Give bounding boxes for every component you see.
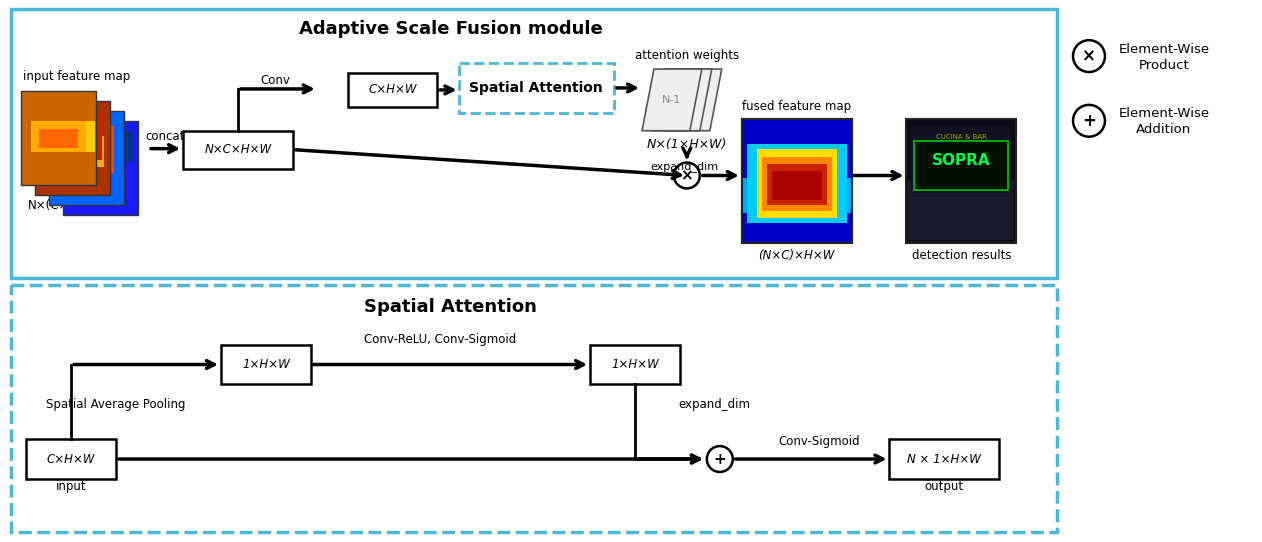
Bar (35, 101, 110, 195)
Text: +: + (713, 451, 726, 467)
Bar (11, 285, 1058, 532)
Text: attention weights: attention weights (635, 49, 740, 62)
Bar (183, 131, 293, 169)
Bar (49, 111, 124, 205)
Bar (909, 180, 1015, 240)
Bar (742, 119, 852, 243)
Bar (32, 121, 86, 152)
Text: Adaptive Scale Fusion module: Adaptive Scale Fusion module (299, 20, 602, 38)
Text: expand_dim: expand_dim (679, 398, 751, 411)
Text: 1: 1 (679, 95, 685, 105)
Text: N×(C×H×W): N×(C×H×W) (28, 199, 105, 212)
Text: +: + (1082, 112, 1095, 130)
Text: C×H×W: C×H×W (369, 83, 416, 96)
Text: Conv: Conv (261, 74, 290, 87)
Polygon shape (663, 69, 722, 131)
Text: Product: Product (1138, 59, 1189, 72)
Text: ×: × (680, 168, 693, 183)
Bar (906, 119, 1016, 243)
Text: SOPRA: SOPRA (931, 153, 991, 168)
Text: 1×H×W: 1×H×W (611, 358, 659, 371)
Text: input: input (56, 480, 87, 493)
Text: Addition: Addition (1136, 123, 1191, 136)
Text: Conv-ReLU, Conv-Sigmoid: Conv-ReLU, Conv-Sigmoid (365, 333, 516, 346)
Bar (911, 127, 1011, 193)
Bar (68, 131, 133, 162)
Text: C×H×W: C×H×W (47, 453, 96, 466)
Bar (59, 126, 114, 172)
Text: Element-Wise: Element-Wise (1118, 43, 1209, 56)
Text: CUCINA & BAR: CUCINA & BAR (936, 134, 987, 140)
Bar (757, 149, 837, 218)
Bar (459, 63, 615, 113)
Text: output: output (925, 480, 964, 493)
Text: (N×C)×H×W: (N×C)×H×W (758, 249, 835, 262)
Bar (591, 345, 680, 384)
Bar (69, 136, 105, 166)
Polygon shape (652, 69, 712, 131)
Text: Spatial Attention: Spatial Attention (469, 81, 603, 95)
Bar (63, 121, 138, 215)
Text: input feature map: input feature map (23, 70, 130, 83)
Text: detection results: detection results (911, 249, 1011, 262)
Bar (742, 119, 852, 243)
Text: ×: × (1082, 47, 1095, 65)
Text: N×(1×H×W): N×(1×H×W) (646, 138, 727, 151)
Text: expand_dim: expand_dim (651, 161, 719, 172)
Bar (915, 141, 1008, 190)
Text: N × 1×H×W: N × 1×H×W (907, 453, 982, 466)
Text: ···: ··· (671, 92, 683, 105)
Text: concat: concat (145, 130, 184, 143)
Text: N×C×H×W: N×C×H×W (204, 143, 271, 156)
Bar (762, 157, 832, 211)
Text: Spatial Average Pooling: Spatial Average Pooling (47, 398, 186, 411)
Bar (39, 129, 78, 147)
Bar (771, 171, 822, 201)
Bar (347, 73, 438, 107)
Text: Spatial Attention: Spatial Attention (363, 298, 536, 316)
Polygon shape (642, 69, 702, 131)
Bar (50, 121, 95, 152)
Text: 0: 0 (688, 95, 695, 105)
Text: 1×H×W: 1×H×W (242, 358, 290, 371)
Text: fused feature map: fused feature map (742, 100, 851, 113)
Text: Element-Wise: Element-Wise (1118, 107, 1209, 120)
Text: N-1: N-1 (663, 95, 681, 105)
Bar (221, 345, 310, 384)
Bar (747, 144, 847, 223)
Bar (742, 178, 852, 214)
Bar (27, 439, 116, 479)
Bar (890, 439, 1000, 479)
Bar (11, 9, 1058, 278)
Bar (43, 113, 102, 159)
Text: Conv-Sigmoid: Conv-Sigmoid (779, 435, 861, 448)
Bar (767, 164, 827, 205)
Bar (21, 91, 96, 185)
